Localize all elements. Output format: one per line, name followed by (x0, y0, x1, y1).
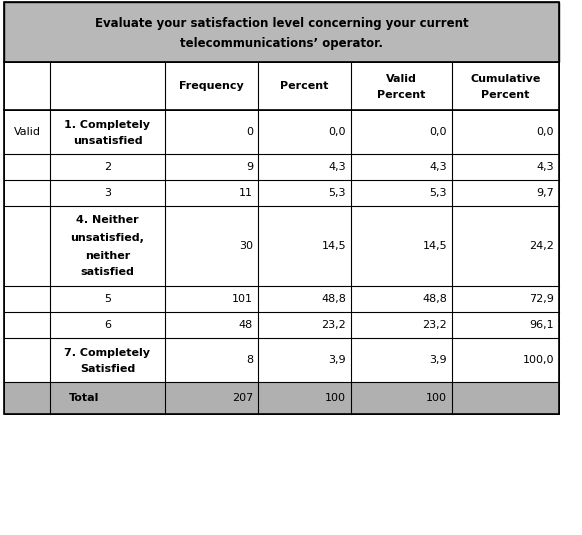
Bar (258, 338, 351, 382)
Text: 9: 9 (246, 162, 253, 172)
Text: 0: 0 (246, 127, 253, 137)
Bar (351, 286, 452, 312)
Bar (165, 110, 258, 154)
Bar (4, 110, 50, 382)
Bar (165, 206, 258, 286)
Bar (452, 62, 559, 110)
Text: 0,0: 0,0 (430, 127, 447, 137)
Text: 30: 30 (239, 241, 253, 251)
Bar (258, 110, 351, 154)
Bar (351, 206, 452, 286)
Text: 100,0: 100,0 (523, 355, 554, 365)
Bar (351, 110, 452, 154)
Text: 48,8: 48,8 (321, 294, 346, 304)
Text: unsatisfied: unsatisfied (73, 136, 143, 146)
Bar (4, 2, 559, 62)
Bar (165, 180, 258, 206)
Bar (4, 2, 559, 414)
Text: Percent: Percent (281, 81, 329, 91)
Text: unsatisfied,: unsatisfied, (70, 233, 144, 243)
Text: 4,3: 4,3 (537, 162, 554, 172)
Bar (258, 286, 351, 312)
Bar (50, 62, 165, 110)
Bar (452, 154, 559, 180)
Text: Valid: Valid (386, 74, 417, 84)
Text: satisfied: satisfied (80, 266, 134, 277)
Text: 2: 2 (104, 162, 111, 172)
Text: 23,2: 23,2 (423, 320, 447, 330)
Text: 4. Neither: 4. Neither (76, 216, 139, 225)
Text: 14,5: 14,5 (321, 241, 346, 251)
Text: 0,0: 0,0 (328, 127, 346, 137)
Bar (258, 154, 351, 180)
Bar (452, 206, 559, 286)
Bar (50, 206, 165, 286)
Bar (50, 312, 165, 338)
Text: neither: neither (85, 250, 130, 261)
Bar (258, 62, 351, 110)
Bar (452, 110, 559, 154)
Text: 24,2: 24,2 (529, 241, 554, 251)
Bar (258, 180, 351, 206)
Bar (165, 154, 258, 180)
Text: Cumulative: Cumulative (470, 74, 541, 84)
Text: 48,8: 48,8 (422, 294, 447, 304)
Bar (452, 180, 559, 206)
Bar (50, 338, 165, 382)
Bar (351, 338, 452, 382)
Text: 101: 101 (232, 294, 253, 304)
Bar (452, 338, 559, 382)
Text: Satisfied: Satisfied (80, 364, 135, 374)
Bar (258, 206, 351, 286)
Text: 6: 6 (104, 320, 111, 330)
Bar (452, 286, 559, 312)
Bar (452, 312, 559, 338)
Text: 5,3: 5,3 (430, 188, 447, 198)
Bar (258, 312, 351, 338)
Bar (4, 382, 559, 414)
Text: 4,3: 4,3 (430, 162, 447, 172)
Text: 14,5: 14,5 (423, 241, 447, 251)
Text: Frequency: Frequency (179, 81, 244, 91)
Text: telecommunications’ operator.: telecommunications’ operator. (180, 37, 383, 50)
Bar (351, 62, 452, 110)
Bar (165, 62, 258, 110)
Bar (165, 312, 258, 338)
Text: 8: 8 (246, 355, 253, 365)
Text: 9,7: 9,7 (536, 188, 554, 198)
Bar (50, 286, 165, 312)
Text: 207: 207 (232, 393, 253, 403)
Text: Total: Total (69, 393, 100, 403)
Bar (165, 338, 258, 382)
Bar (351, 312, 452, 338)
Text: 11: 11 (239, 188, 253, 198)
Text: 48: 48 (239, 320, 253, 330)
Text: Percent: Percent (481, 90, 530, 100)
Bar (50, 110, 165, 154)
Text: 1. Completely: 1. Completely (65, 120, 151, 131)
Text: Percent: Percent (377, 90, 425, 100)
Text: 7. Completely: 7. Completely (65, 348, 151, 358)
Text: 0,0: 0,0 (537, 127, 554, 137)
Bar (4, 62, 50, 110)
Text: 4,3: 4,3 (328, 162, 346, 172)
Text: Evaluate your satisfaction level concerning your current: Evaluate your satisfaction level concern… (95, 17, 469, 29)
Bar (50, 154, 165, 180)
Text: 5,3: 5,3 (328, 188, 346, 198)
Text: 100: 100 (426, 393, 447, 403)
Text: 5: 5 (104, 294, 111, 304)
Text: 3: 3 (104, 188, 111, 198)
Text: 23,2: 23,2 (321, 320, 346, 330)
Bar (50, 180, 165, 206)
Text: 3,9: 3,9 (328, 355, 346, 365)
Bar (351, 180, 452, 206)
Bar (165, 286, 258, 312)
Text: 96,1: 96,1 (530, 320, 554, 330)
Text: 72,9: 72,9 (529, 294, 554, 304)
Text: Valid: Valid (13, 127, 41, 137)
Bar (351, 154, 452, 180)
Text: 100: 100 (325, 393, 346, 403)
Text: 3,9: 3,9 (430, 355, 447, 365)
